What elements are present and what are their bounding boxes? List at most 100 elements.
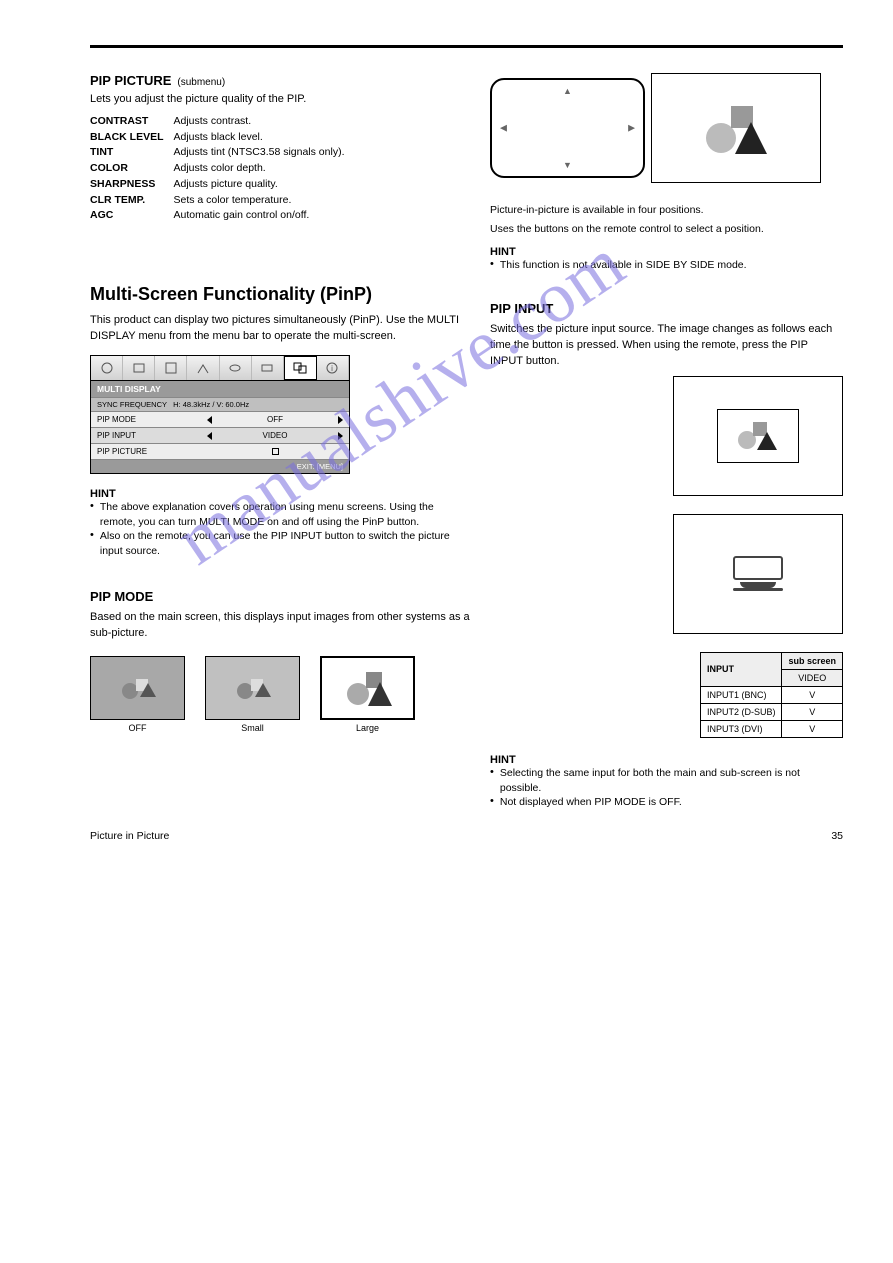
- inner-frame: [717, 409, 799, 463]
- shapes-icon: [344, 664, 392, 712]
- lbl-sharp: SHARPNESS: [90, 177, 174, 193]
- hint-line: Selecting the same input for both the ma…: [500, 766, 843, 795]
- lbl-ctemp: CLR TEMP.: [90, 193, 174, 209]
- desc-agc: Automatic gain control on/off.: [174, 208, 345, 224]
- pipmode-boxes: OFF Small: [90, 656, 470, 733]
- arrow-left-icon[interactable]: [207, 432, 212, 440]
- osd-iconbar: i: [91, 356, 349, 380]
- lbl-contrast: CONTRAST: [90, 114, 174, 130]
- osd-sync-val: H: 48.3kHz / V: 60.0Hz: [173, 400, 249, 409]
- shapes-icon: [233, 673, 273, 703]
- desc-ctemp: Sets a color temperature.: [174, 193, 345, 209]
- lbl-agc: AGC: [90, 208, 174, 224]
- lbl-tint: TINT: [90, 145, 174, 161]
- osd-row-label: PIP INPUT: [91, 428, 201, 443]
- left-column: PIP PICTURE (submenu) Lets you adjust th…: [90, 73, 470, 810]
- svg-text:i: i: [332, 364, 334, 373]
- hint2: HINT •Selecting the same input for both …: [490, 754, 843, 810]
- desc-tint: Adjusts tint (NTSC3.58 signals only).: [174, 145, 345, 161]
- box-small: [205, 656, 300, 720]
- osd-icon[interactable]: [252, 356, 284, 380]
- box-large: [320, 656, 415, 720]
- arrow-right-icon[interactable]: [338, 432, 343, 440]
- osd-icon[interactable]: [220, 356, 252, 380]
- hint-line: Not displayed when PIP MODE is OFF.: [500, 795, 682, 810]
- arrow-down-icon: ▼: [563, 160, 572, 170]
- pip-picture-list: CONTRASTAdjusts contrast. BLACK LEVELAdj…: [90, 114, 344, 224]
- osd-row-label: PIP PICTURE: [91, 444, 201, 459]
- pipmode-title: PIP MODE: [90, 589, 470, 604]
- desc-black: Adjusts black level.: [174, 130, 345, 146]
- pip-picture-heading: PIP PICTURE (submenu): [90, 73, 470, 88]
- osd-icon-selected[interactable]: [284, 356, 317, 380]
- monitor-icon: [733, 556, 783, 591]
- osd-exit-hint: EXIT: [MENU]: [91, 459, 349, 473]
- hint-line: The above explanation covers operation u…: [100, 500, 470, 529]
- pipinput-body: Switches the picture input source. The i…: [490, 322, 843, 370]
- bullet-icon: •: [490, 766, 494, 795]
- hint-line: Also on the remote, you can use the PIP …: [100, 529, 470, 558]
- th-video: VIDEO: [782, 669, 843, 686]
- td-r2v: V: [782, 703, 843, 720]
- osd-panel: i MULTI DISPLAY SYNC FREQUENCY H: 48.3kH…: [90, 355, 350, 474]
- osd-row-pinput[interactable]: PIP INPUT VIDEO: [91, 427, 349, 443]
- submenu-icon: [272, 448, 279, 455]
- footer-title: Picture in Picture: [90, 830, 169, 842]
- box-off: [90, 656, 185, 720]
- page-number: 35: [831, 830, 843, 842]
- pip-picture-sub: (submenu): [177, 77, 225, 88]
- td-r1: INPUT1 (BNC): [700, 686, 782, 703]
- multiscreen-intro: This product can display two pictures si…: [90, 313, 470, 345]
- arrow-left-icon[interactable]: [207, 416, 212, 424]
- subpos-caption-2: Uses the buttons on the remote control t…: [490, 222, 843, 237]
- osd-sync: SYNC FREQUENCY H: 48.3kHz / V: 60.0Hz: [91, 397, 349, 411]
- th-input: INPUT: [700, 652, 782, 686]
- hint-heading: HINT: [490, 754, 843, 766]
- multi-hint: HINT •The above explanation covers opera…: [90, 488, 470, 559]
- subpos-hint: HINT •This function is not available in …: [490, 246, 843, 273]
- box-off-label: OFF: [90, 723, 185, 733]
- right-column: ▲ ▼ ◀ ▶ Picture-in-picture is available …: [490, 73, 843, 810]
- logo-box: [651, 73, 821, 183]
- osd-row-label: PIP MODE: [91, 412, 201, 427]
- osd-icon[interactable]: [187, 356, 219, 380]
- zoom-pane: ▲ ▼ ◀ ▶: [490, 78, 645, 178]
- box-small-label: Small: [205, 723, 300, 733]
- arrow-right-icon[interactable]: [338, 416, 343, 424]
- osd-icon[interactable]: [123, 356, 155, 380]
- arrow-left-icon: ◀: [500, 123, 507, 134]
- pipinput-title: PIP INPUT: [490, 301, 843, 316]
- monitor-box: [673, 514, 843, 634]
- arrow-right-icon: ▶: [628, 123, 635, 134]
- osd-icon[interactable]: [91, 356, 123, 380]
- lbl-black: BLACK LEVEL: [90, 130, 174, 146]
- pipinput-section: PIP INPUT Switches the picture input sou…: [490, 301, 843, 370]
- shapes-icon: [118, 673, 158, 703]
- shapes-icon: [701, 98, 771, 158]
- bullet-icon: •: [90, 529, 94, 558]
- hint-line: This function is not available in SIDE B…: [500, 258, 747, 273]
- td-r2: INPUT2 (D-SUB): [700, 703, 782, 720]
- pipmode-box-large: Large: [320, 656, 415, 733]
- desc-sharp: Adjusts picture quality.: [174, 177, 345, 193]
- osd-row-pipmode[interactable]: PIP MODE OFF: [91, 411, 349, 427]
- header-rule: [90, 45, 843, 48]
- subpos-figure: ▲ ▼ ◀ ▶: [490, 73, 843, 183]
- osd-icon[interactable]: i: [317, 356, 349, 380]
- pipmode-intro: Based on the main screen, this displays …: [90, 610, 470, 642]
- arrow-up-icon: ▲: [563, 86, 572, 96]
- td-r3v: V: [782, 720, 843, 737]
- box-large-label: Large: [320, 723, 415, 733]
- osd-icon[interactable]: [155, 356, 187, 380]
- bullet-icon: •: [90, 500, 94, 529]
- pip-picture-title: PIP PICTURE: [90, 73, 171, 88]
- desc-contrast: Adjusts contrast.: [174, 114, 345, 130]
- lbl-color: COLOR: [90, 161, 174, 177]
- pipmode-box-small: Small: [205, 656, 300, 733]
- td-r3: INPUT3 (DVI): [700, 720, 782, 737]
- multiscreen-title: Multi-Screen Functionality (PinP): [90, 284, 470, 305]
- pipmode-section: PIP MODE Based on the main screen, this …: [90, 589, 470, 733]
- osd-row-ppic[interactable]: PIP PICTURE: [91, 443, 349, 459]
- th-sub: sub screen: [782, 652, 843, 669]
- page-footer: Picture in Picture 35: [90, 830, 843, 842]
